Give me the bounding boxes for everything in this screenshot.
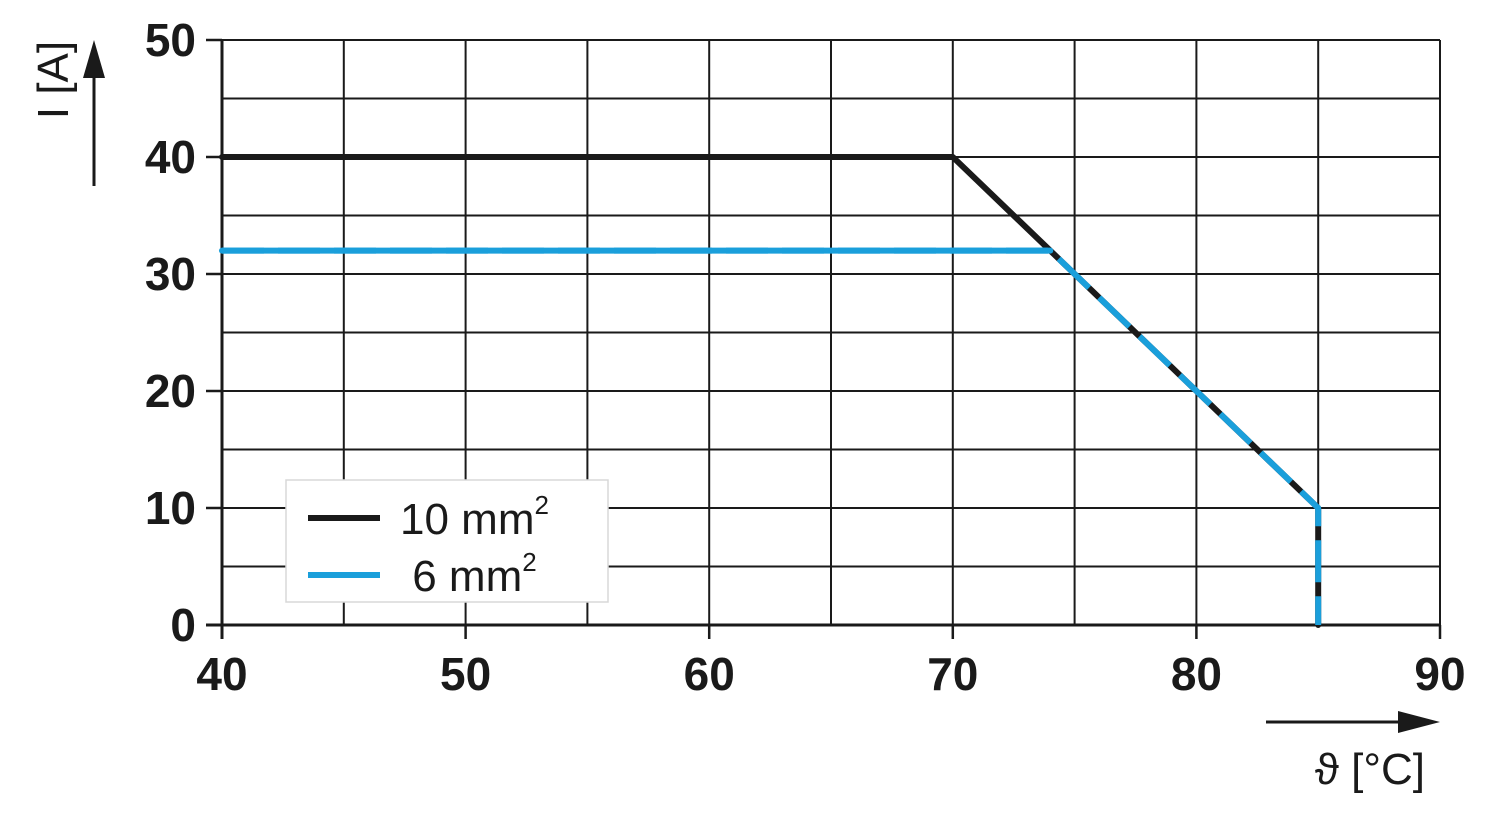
x-tick-label-50: 50 — [440, 648, 491, 700]
y-tick-label-30: 30 — [145, 248, 196, 300]
legend-superscript-1: 2 — [522, 547, 536, 577]
legend-superscript-0: 2 — [534, 490, 548, 520]
tick-labels: 40 50 60 70 80 90 0 10 20 30 40 50 — [145, 14, 1466, 700]
y-axis-label: I [A] — [29, 41, 78, 119]
x-axis-label: ϑ [°C] — [1315, 745, 1425, 794]
legend-label-1: 6 mm2 — [400, 547, 537, 601]
y-tick-label-0: 0 — [170, 599, 196, 651]
y-tick-label-10: 10 — [145, 482, 196, 534]
x-tick-label-90: 90 — [1414, 648, 1465, 700]
x-tick-label-40: 40 — [196, 648, 247, 700]
legend-box — [285, 479, 609, 603]
x-axis-arrow-head — [1398, 711, 1440, 733]
legend: 10 mm2 6 mm2 — [285, 479, 609, 603]
x-tick-label-60: 60 — [684, 648, 735, 700]
x-axis-title: ϑ [°C] — [1266, 711, 1440, 794]
y-axis-title: I [A] — [29, 40, 105, 186]
y-tick-label-40: 40 — [145, 131, 196, 183]
x-tick-label-80: 80 — [1171, 648, 1222, 700]
y-axis-arrow-head — [83, 40, 105, 78]
x-tick-label-70: 70 — [927, 648, 978, 700]
series-lines — [219, 154, 1322, 628]
y-tick-label-20: 20 — [145, 365, 196, 417]
y-tick-label-50: 50 — [145, 14, 196, 66]
grid — [206, 38, 1442, 639]
legend-label-0: 10 mm2 — [400, 490, 549, 544]
